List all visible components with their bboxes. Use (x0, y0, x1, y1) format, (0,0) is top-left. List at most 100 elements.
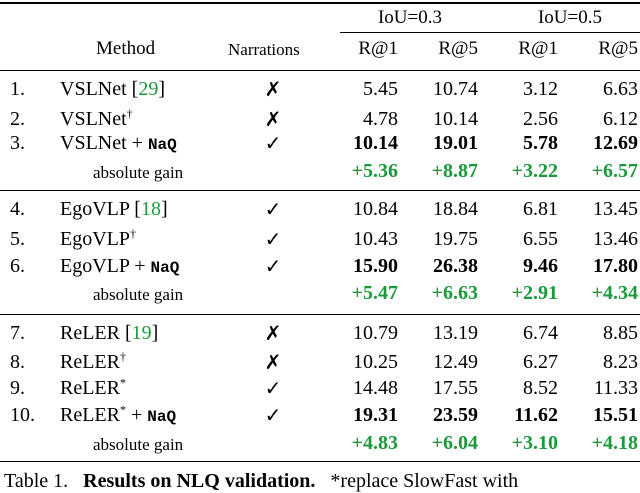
caption-title: Results on NLQ validation. (83, 470, 316, 492)
method-text: VSLNet (60, 108, 127, 130)
check-mark-icon: ✓ (264, 403, 282, 427)
cross-mark-icon: ✗ (264, 77, 282, 101)
metric-value: 19.01 (433, 132, 478, 154)
gain-value: +6.04 (431, 432, 478, 454)
metric-value: 11.62 (514, 404, 558, 426)
method-text: VSLNet (60, 78, 127, 100)
header-metric-2: R@5 (438, 38, 478, 59)
gain-value: +4.83 (351, 432, 398, 454)
method-name: VSLNet + NaQ (60, 131, 177, 157)
metric-value: 2.56 (523, 108, 558, 130)
group-rule-1 (0, 190, 640, 191)
cross-mark-icon: ✗ (264, 350, 282, 374)
metric-value: 13.46 (593, 228, 638, 250)
metric-value: 6.27 (523, 351, 558, 373)
iou-group-rule (340, 32, 640, 33)
metric-value: 13.45 (593, 198, 638, 220)
method-text: absolute gain (93, 163, 184, 182)
method-text: EgoVLP + (60, 255, 151, 277)
metric-value: 26.38 (433, 255, 478, 277)
metric-value: 10.14 (433, 108, 478, 130)
metric-value: 14.48 (353, 377, 398, 399)
method-text: absolute gain (93, 285, 184, 304)
method-name: VSLNet [29] (60, 78, 166, 100)
check-mark-icon: ✓ (264, 254, 282, 278)
cross-mark-icon: ✗ (264, 321, 282, 345)
row-index: 3. (10, 132, 25, 154)
check-mark-icon: ✓ (264, 227, 282, 251)
absolute-gain-label: absolute gain (93, 433, 183, 457)
citation-link[interactable]: 19 (131, 322, 152, 344)
header-iou-0.5: IoU=0.5 (537, 7, 602, 28)
naq-label: NaQ (147, 136, 177, 154)
metric-value: 8.23 (603, 351, 638, 373)
metric-value: 9.46 (523, 255, 558, 277)
header-metric-4: R@5 (598, 38, 638, 59)
metric-value: 10.74 (433, 78, 478, 100)
metric-value: 10.79 (353, 322, 398, 344)
metric-value: 6.12 (603, 108, 638, 130)
metric-value: 5.78 (523, 132, 558, 154)
header-metric-1: R@1 (358, 38, 398, 59)
metric-value: 10.14 (353, 132, 398, 154)
metric-value: 6.74 (523, 322, 558, 344)
citation-link[interactable]: 29 (138, 78, 159, 100)
metric-value: 3.12 (523, 78, 558, 100)
row-index: 7. (10, 322, 25, 344)
metric-value: 23.59 (433, 404, 478, 426)
metric-value: 8.52 (523, 377, 558, 399)
method-name: ReLER* (60, 376, 126, 400)
row-index: 1. (10, 78, 25, 100)
metric-value: 4.78 (363, 108, 398, 130)
naq-label: NaQ (147, 408, 177, 426)
gain-value: +8.87 (431, 160, 478, 182)
gain-value: +4.34 (591, 282, 638, 304)
gain-value: +3.10 (511, 432, 558, 454)
method-name: ReLER* + NaQ (60, 402, 177, 426)
metric-value: 11.33 (593, 377, 638, 399)
row-index: 4. (10, 198, 25, 220)
method-name: EgoVLP [18] (60, 198, 168, 220)
metric-value: 12.49 (433, 351, 478, 373)
naq-label: NaQ (150, 259, 180, 277)
method-text: absolute gain (93, 435, 184, 454)
metric-value: 17.55 (433, 377, 478, 399)
header-method: Method (96, 38, 156, 59)
method-superscript: † (126, 106, 133, 121)
row-index: 6. (10, 255, 25, 277)
gain-value: +2.91 (511, 282, 558, 304)
metric-value: 19.75 (433, 228, 478, 250)
metric-value: 10.43 (353, 228, 398, 250)
metric-value: 19.31 (353, 404, 398, 426)
table-caption: Table 1. Results on NLQ validation. *rep… (4, 470, 518, 493)
metric-value: 5.45 (363, 78, 398, 100)
gain-value: +6.57 (591, 160, 638, 182)
metric-value: 17.80 (593, 255, 638, 277)
method-name: EgoVLP† (60, 227, 136, 251)
gain-value: +5.47 (351, 282, 398, 304)
method-name: VSLNet† (60, 107, 133, 131)
method-text: ReLER (60, 322, 120, 344)
group-rule-2 (0, 314, 640, 315)
header-iou-0.3: IoU=0.3 (377, 7, 442, 28)
check-mark-icon: ✓ (264, 376, 282, 400)
header-metric-3: R@1 (518, 38, 558, 59)
metric-value: 8.85 (603, 322, 638, 344)
gain-value: +4.18 (591, 432, 638, 454)
metric-value: 18.84 (433, 198, 478, 220)
method-text: VSLNet + (60, 132, 148, 154)
absolute-gain-label: absolute gain (93, 161, 183, 185)
row-index: 5. (10, 228, 25, 250)
row-index: 2. (10, 108, 25, 130)
row-index: 10. (10, 404, 35, 426)
gain-value: +5.36 (351, 160, 398, 182)
metric-value: 13.19 (433, 322, 478, 344)
metric-value: 6.81 (523, 198, 558, 220)
citation-link[interactable]: 18 (140, 198, 161, 220)
caption-prefix: Table 1. (4, 470, 69, 492)
header-narrations: Narrations (228, 40, 300, 59)
check-mark-icon: ✓ (264, 197, 282, 221)
top-rule (0, 2, 640, 4)
metric-value: 10.25 (353, 351, 398, 373)
